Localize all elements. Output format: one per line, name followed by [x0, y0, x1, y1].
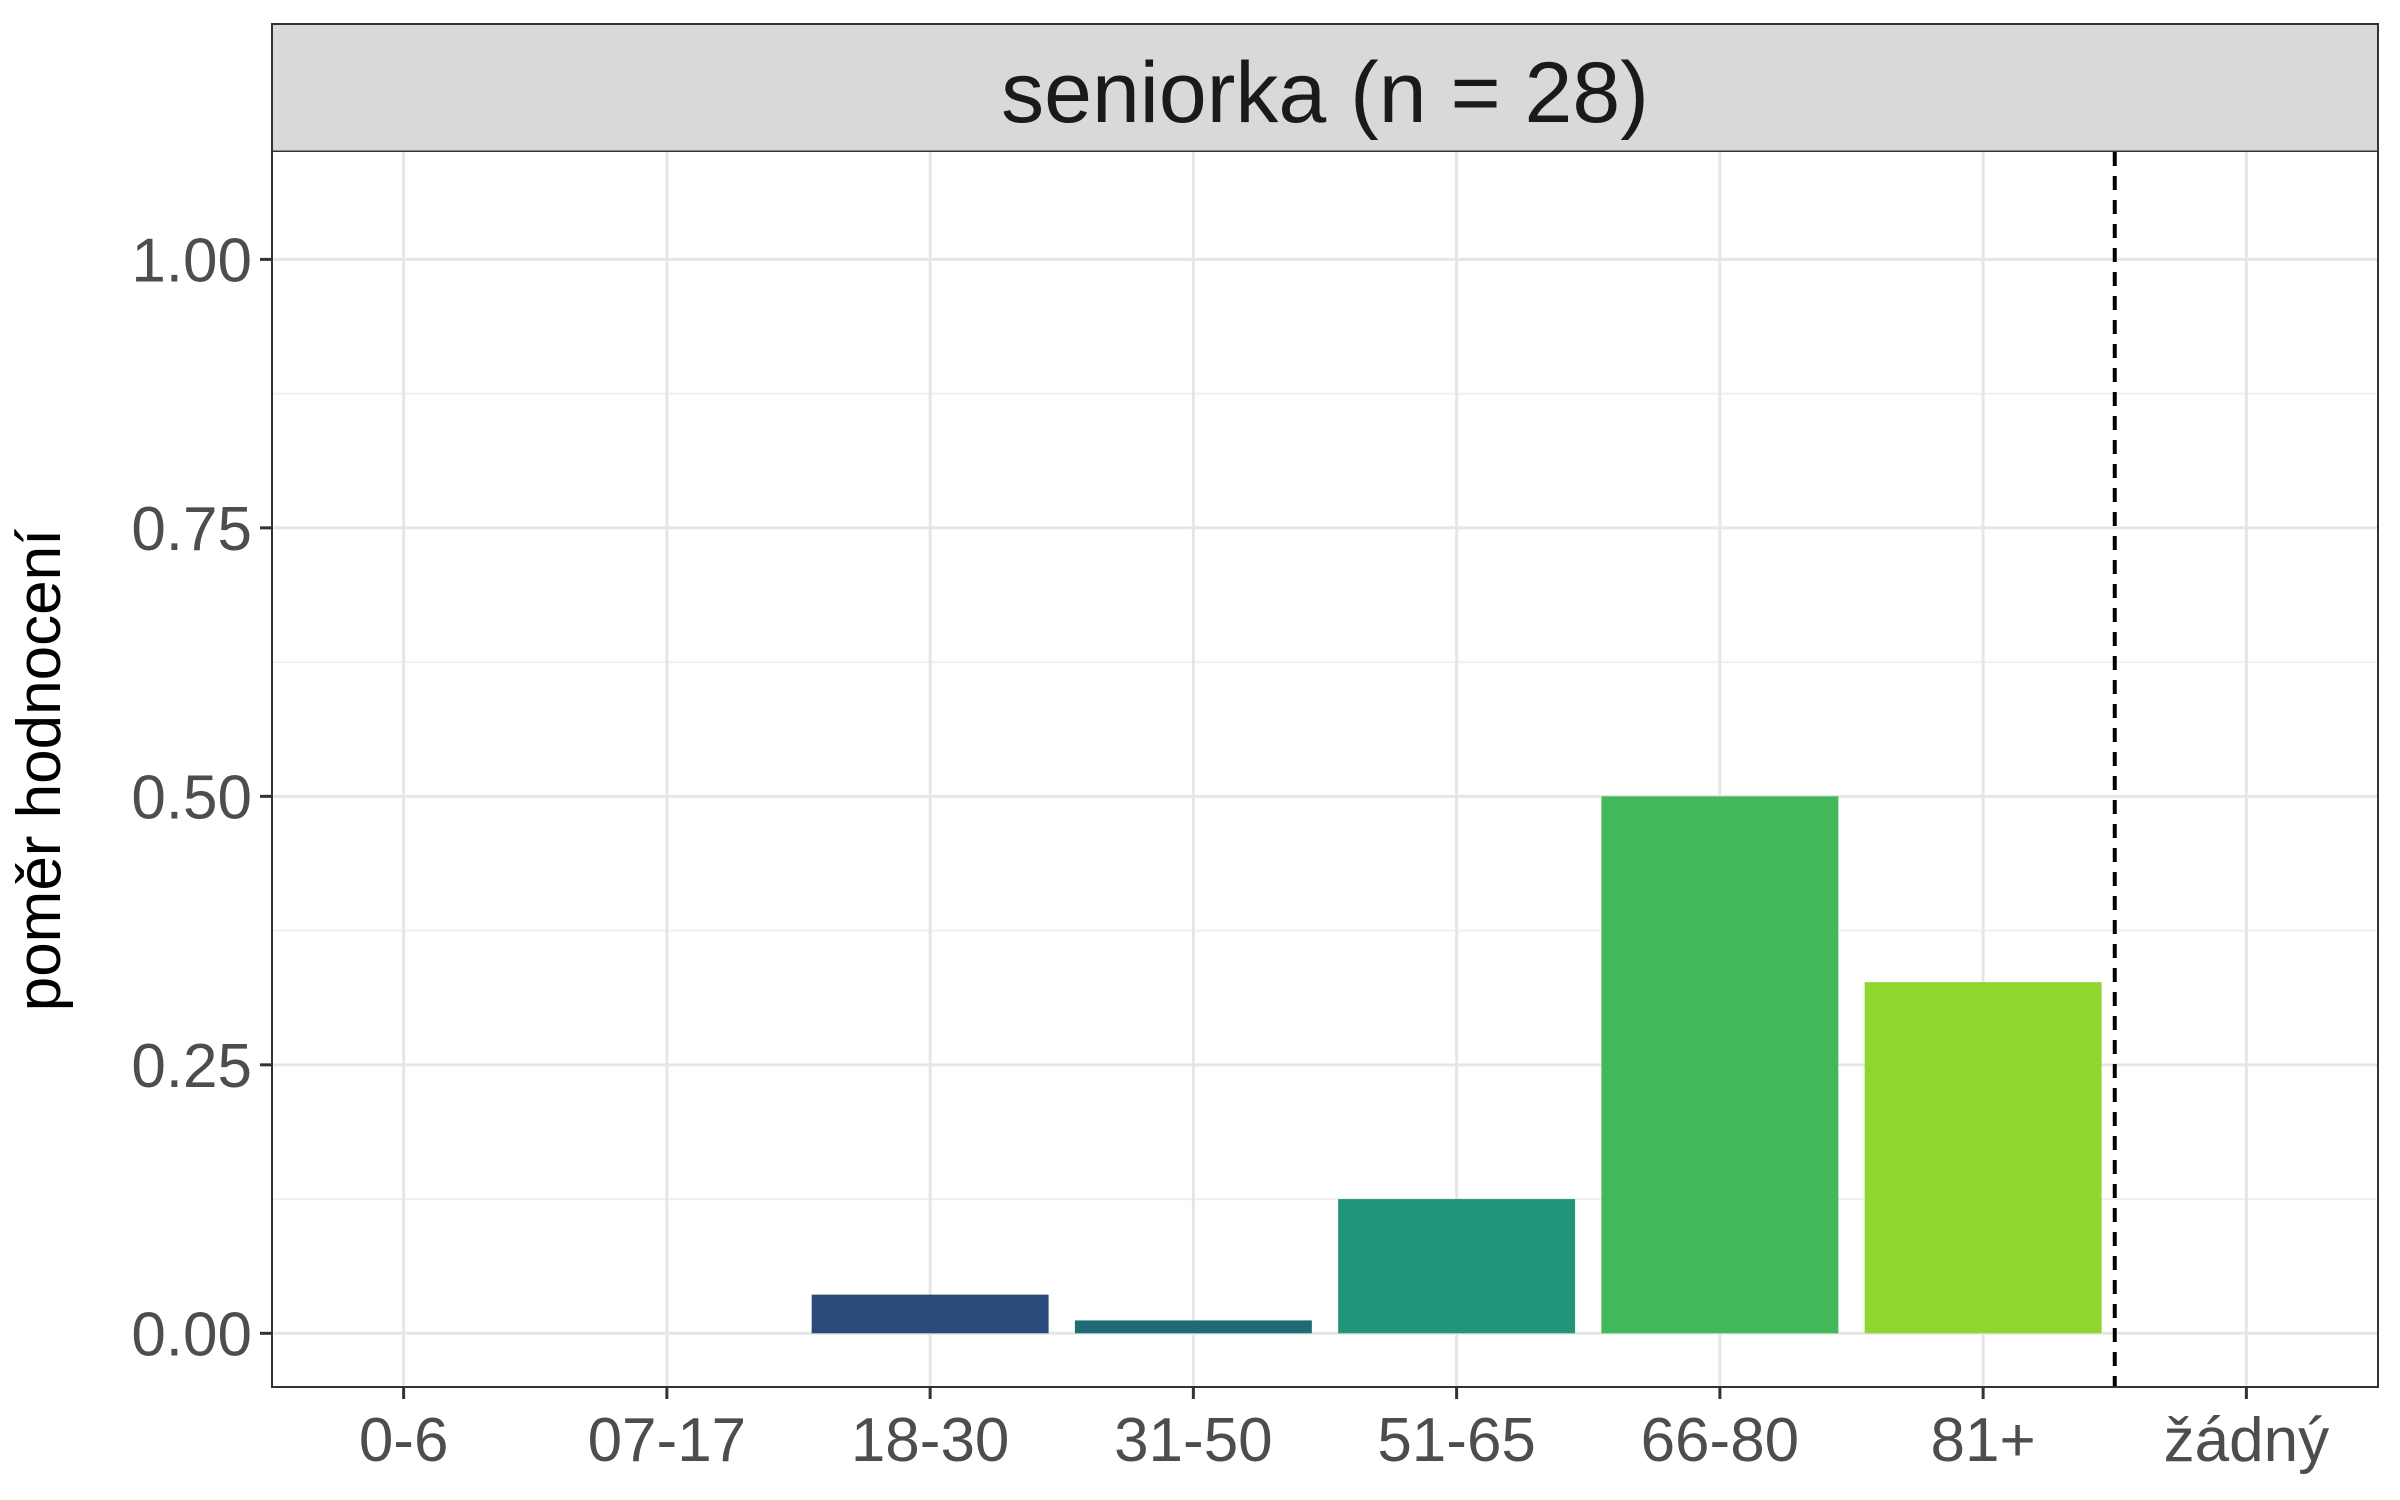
x-tick-label: 0-6 [359, 1406, 449, 1475]
plot-panel-border [271, 23, 2379, 1388]
bar-81+ [1864, 982, 2102, 1334]
bar-66-80 [1601, 796, 1839, 1334]
x-tick-label: 66-80 [1641, 1406, 1800, 1475]
y-tick-label: 0.00 [131, 1300, 252, 1369]
x-tick-label: 07-17 [588, 1406, 747, 1475]
bar-18-30 [811, 1294, 1049, 1334]
x-tick-label: 51-65 [1377, 1406, 1536, 1475]
x-tick-label: 81+ [1931, 1406, 2036, 1475]
y-tick-label: 0.25 [131, 1032, 252, 1101]
y-axis-title: poměr hodnocení [5, 529, 74, 1012]
bars [811, 796, 2102, 1334]
facet-title: seniorka (n = 28) [1001, 45, 1649, 141]
y-tick-label: 0.75 [131, 495, 252, 564]
x-tick-label: žádný [2164, 1406, 2329, 1475]
y-tick-label: 0.50 [131, 763, 252, 832]
x-tick-label: 31-50 [1114, 1406, 1273, 1475]
facet-strip [272, 24, 2378, 152]
x-axis: 0-6 07-17 18-30 31-50 51-65 66-80 81+ žádný [359, 1387, 2329, 1475]
y-axis: 0.00 0.25 0.50 0.75 1.00 [131, 226, 272, 1369]
bar-31-50 [1074, 1320, 1312, 1334]
y-tick-label: 1.00 [131, 226, 252, 295]
bar-51-65 [1338, 1199, 1576, 1334]
x-tick-label: 18-30 [851, 1406, 1010, 1475]
